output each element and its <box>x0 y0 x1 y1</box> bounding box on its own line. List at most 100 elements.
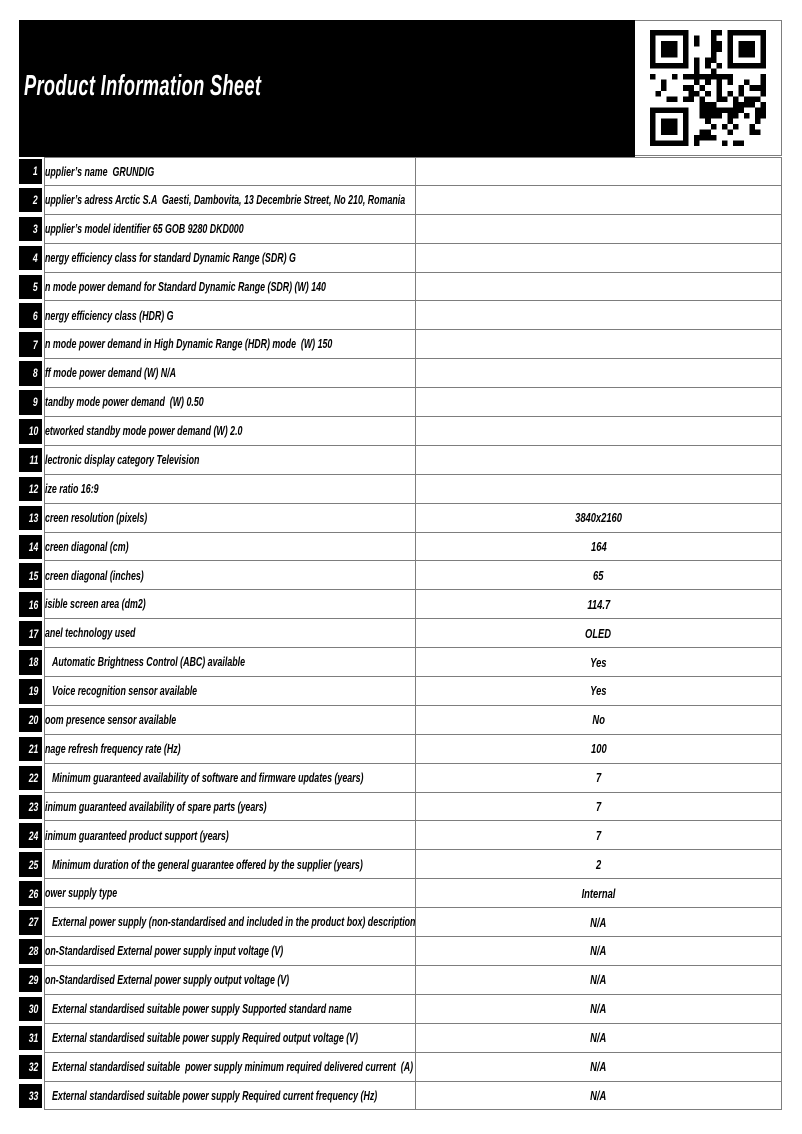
row-label: lectronic display category Television <box>45 452 200 468</box>
row-number-cell: 15 <box>19 561 44 590</box>
row-label: External standardised suitable power sup… <box>52 1058 414 1074</box>
row-value: 114.7 <box>587 596 610 612</box>
row-number: 24 <box>28 828 38 843</box>
row-number-box: 1 <box>19 159 42 184</box>
row-label-cell: lectronic display category Television <box>44 445 415 475</box>
row-label: External standardised suitable power sup… <box>52 1087 378 1103</box>
row-label-cell: creen diagonal (cm) <box>44 532 415 562</box>
table-row: 16 isible screen area (dm2) 114.7 <box>19 590 782 620</box>
row-value: OLED <box>585 625 612 641</box>
row-value-cell: N/A <box>415 1081 782 1111</box>
row-label-cell: nage refresh frequency rate (Hz) <box>44 734 415 764</box>
row-label: n mode power demand for Standard Dynamic… <box>45 278 326 294</box>
row-number: 6 <box>33 308 38 323</box>
table-row: 7 n mode power demand in High Dynamic Ra… <box>19 330 782 360</box>
row-number: 10 <box>28 424 38 439</box>
row-number-cell: 7 <box>19 330 44 359</box>
row-value-cell: N/A <box>415 908 782 938</box>
row-label-cell: Minimum duration of the general guarante… <box>44 850 415 880</box>
row-value-cell: 3840x2160 <box>415 503 782 533</box>
row-number: 15 <box>28 568 38 583</box>
row-label: anel technology used <box>45 625 136 641</box>
row-number-cell: 18 <box>19 648 44 677</box>
row-number: 2 <box>33 193 38 208</box>
row-label-cell: isible screen area (dm2) <box>44 590 415 620</box>
row-number-cell: 28 <box>19 937 44 966</box>
row-number-box: 9 <box>19 390 42 415</box>
row-value-cell: 65 <box>415 561 782 591</box>
row-value: N/A <box>590 943 607 959</box>
qr-code-cell <box>635 20 782 156</box>
row-number-box: 12 <box>19 476 42 502</box>
row-value: Yes <box>590 654 607 670</box>
row-number-box: 20 <box>19 707 42 733</box>
row-value: No <box>592 712 605 728</box>
table-row: 1 upplier’s name GRUNDIG <box>19 157 782 186</box>
row-value: 100 <box>590 741 607 757</box>
row-value-cell <box>415 445 782 475</box>
row-number-box: 18 <box>19 650 42 675</box>
row-value: N/A <box>590 1059 607 1075</box>
row-label-cell: etworked standby mode power demand (W) 2… <box>44 417 415 446</box>
table-row: 28 on-Standardised External power supply… <box>19 937 782 966</box>
row-label: on-Standardised External power supply ou… <box>45 972 290 988</box>
row-number-cell: 3 <box>19 215 44 244</box>
row-value-cell <box>415 185 782 215</box>
row-number-cell: 16 <box>19 590 44 619</box>
table-row: 15 creen diagonal (inches) 65 <box>19 561 782 591</box>
row-label-cell: Minimum guaranteed availability of softw… <box>44 763 415 793</box>
row-value: 2 <box>595 856 602 872</box>
table-row: 13 creen resolution (pixels) 3840x2160 <box>19 503 782 533</box>
row-number-box: 27 <box>19 910 42 935</box>
row-number-box: 33 <box>19 1083 42 1108</box>
table-row: 9 tandby mode power demand (W) 0.50 <box>19 388 782 418</box>
row-number: 4 <box>33 250 38 265</box>
row-label: inimum guaranteed product support (years… <box>45 827 229 843</box>
row-number: 20 <box>28 713 38 728</box>
row-number-cell: 13 <box>19 504 44 533</box>
row-number-box: 13 <box>19 505 42 531</box>
row-label-cell: tandby mode power demand (W) 0.50 <box>44 388 415 418</box>
row-value-cell: Yes <box>415 648 782 678</box>
row-number-box: 8 <box>19 361 42 386</box>
row-number-cell: 22 <box>19 764 44 793</box>
row-number-cell: 24 <box>19 821 44 850</box>
table-row: 14 creen diagonal (cm) 164 <box>19 532 782 562</box>
row-label: on-Standardised External power supply in… <box>45 943 284 959</box>
qr-code-icon <box>650 30 766 146</box>
row-label-cell: External standardised suitable power sup… <box>44 1052 415 1082</box>
row-value: 164 <box>590 539 607 555</box>
row-label-cell: ower supply type <box>44 879 415 909</box>
row-number-cell: 9 <box>19 388 44 417</box>
header: Product Information Sheet <box>19 20 782 157</box>
row-number: 16 <box>28 597 38 612</box>
table-row: 27 External power supply (non-standardis… <box>19 908 782 938</box>
row-value: N/A <box>590 1001 607 1017</box>
row-number-cell: 17 <box>19 619 44 648</box>
row-value-cell <box>415 301 782 331</box>
table-row: 19 Voice recognition sensor available Ye… <box>19 677 782 706</box>
row-number-box: 2 <box>19 187 42 213</box>
row-number: 14 <box>28 539 38 554</box>
row-number: 5 <box>33 279 38 294</box>
row-number-cell: 29 <box>19 966 44 995</box>
row-number-cell: 19 <box>19 677 44 706</box>
row-number-cell: 1 <box>19 157 44 186</box>
row-value-cell <box>415 243 782 273</box>
row-label-cell: on-Standardised External power supply ou… <box>44 965 415 995</box>
row-value-cell: Yes <box>415 677 782 706</box>
table-row: 26 ower supply type Internal <box>19 879 782 909</box>
row-number-box: 4 <box>19 245 42 271</box>
row-label: ower supply type <box>45 885 118 901</box>
row-label: External standardised suitable power sup… <box>52 1029 359 1045</box>
row-label: n mode power demand in High Dynamic Rang… <box>45 336 333 352</box>
row-label: oom presence sensor available <box>45 712 177 728</box>
row-label: upplier’s name GRUNDIG <box>45 163 155 179</box>
row-number: 26 <box>28 886 38 901</box>
page-title: Product Information Sheet <box>24 70 262 102</box>
row-number: 21 <box>28 742 38 757</box>
row-number-cell: 8 <box>19 359 44 388</box>
row-label-cell: ize ratio 16:9 <box>44 474 415 504</box>
row-value: Internal <box>581 885 616 901</box>
table-row: 18 Automatic Brightness Control (ABC) av… <box>19 648 782 678</box>
